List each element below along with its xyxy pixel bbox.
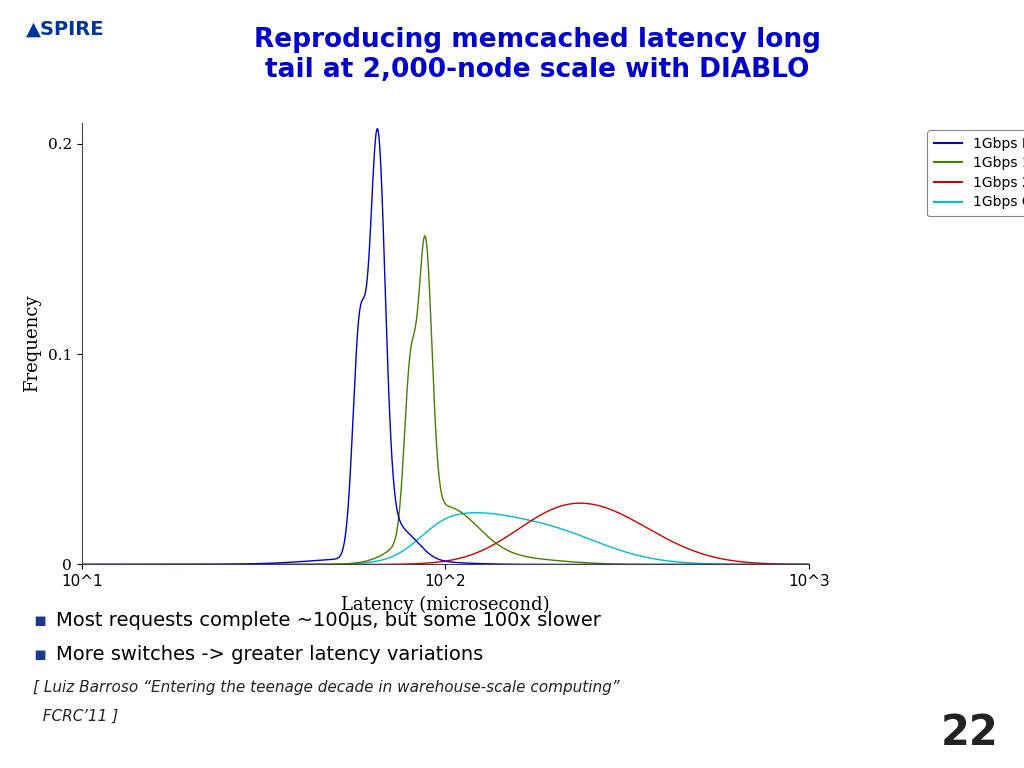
Text: ▲SPIRE: ▲SPIRE [26, 19, 104, 38]
Text: More switches -> greater latency variations: More switches -> greater latency variati… [56, 645, 483, 664]
Text: FCRC’11 ]: FCRC’11 ] [33, 709, 118, 724]
Y-axis label: Frequency: Frequency [23, 295, 41, 392]
Text: Reproducing memcached latency long
tail at 2,000-node scale with DIABLO: Reproducing memcached latency long tail … [254, 27, 821, 83]
X-axis label: Latency (microsecond): Latency (microsecond) [341, 596, 550, 614]
Legend: 1Gbps Local, 1Gbps 1-Hop, 1Gbps 2-Hop, 1Gbps Overall: 1Gbps Local, 1Gbps 1-Hop, 1Gbps 2-Hop, 1… [927, 130, 1024, 217]
Text: ▪: ▪ [33, 645, 46, 664]
Text: 22: 22 [941, 712, 998, 754]
Text: ▪: ▪ [33, 611, 46, 630]
Text: [ Luiz Barroso “Entering the teenage decade in warehouse-scale computing”: [ Luiz Barroso “Entering the teenage dec… [33, 680, 620, 695]
Text: Most requests complete ~100μs, but some 100x slower: Most requests complete ~100μs, but some … [56, 611, 601, 630]
